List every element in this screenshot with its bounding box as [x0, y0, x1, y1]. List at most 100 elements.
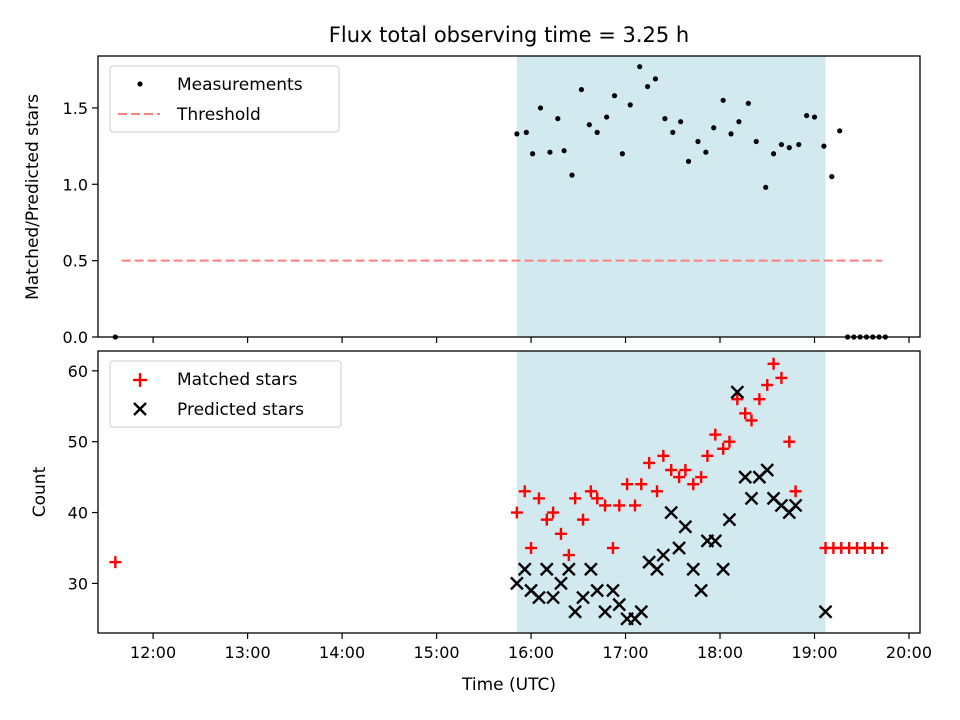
x-axis-label: Time (UTC) [461, 675, 556, 695]
predicted-star-point [510, 576, 524, 591]
x-tick-label: 13:00 [225, 643, 271, 662]
x-tick-label: 16:00 [508, 643, 554, 662]
predicted-star-point [568, 604, 582, 619]
matched-star-point [562, 549, 575, 562]
matched-star-point [109, 556, 122, 569]
measurement-point [804, 112, 810, 119]
measurement-point [586, 122, 592, 128]
matched-star-point [679, 464, 692, 477]
predicted-star-point [678, 519, 693, 534]
predicted-star-point [744, 491, 759, 506]
matched-star-point [687, 478, 700, 491]
y-tick-label: 1.5 [63, 99, 88, 118]
x-tick-label: 12:00 [130, 643, 176, 662]
predicted-star-point [517, 562, 532, 577]
matched-star-point [709, 428, 722, 441]
predicted-star-point [694, 583, 708, 598]
predicted-star-point [576, 590, 590, 605]
matched-star-point [745, 414, 758, 427]
matched-star-point [665, 464, 678, 477]
matched-star-point [739, 407, 752, 420]
top-legend: Measurements Threshold [109, 65, 340, 133]
x-tick-label: 20:00 [886, 643, 932, 662]
matched-star-point [657, 449, 670, 462]
matched-star-point [584, 485, 597, 498]
x-tick-label: 15:00 [414, 643, 460, 662]
measurement-point [720, 97, 726, 103]
x-tick-label: 14:00 [319, 643, 365, 662]
bottom-legend: Matched stars Predicted stars [109, 360, 342, 428]
measurement-point [530, 151, 536, 157]
y-tick-label: 60 [68, 362, 88, 381]
measurement-point [644, 83, 651, 90]
predicted-star-point [730, 385, 745, 399]
measurement-point [728, 131, 734, 137]
matched-star-point [701, 449, 714, 462]
predicted-star-point [561, 562, 576, 577]
measurement-point [678, 119, 684, 125]
predicted-star-point [634, 604, 649, 619]
predicted-star-point [686, 562, 701, 577]
legend-matched-marker [133, 373, 147, 387]
measurement-point [711, 125, 717, 131]
predicted-star-point [656, 548, 671, 562]
x-tick-label: 17:00 [602, 643, 648, 662]
matched-star-point [753, 393, 766, 406]
matched-star-point [775, 371, 788, 384]
measurement-point [604, 114, 610, 120]
matched-star-point [695, 471, 708, 484]
matched-star-point [577, 513, 590, 526]
measurement-point [829, 174, 835, 180]
matched-star-point [876, 541, 889, 554]
top-y-ticks: 0.0 0.5 1.0 1.5 [63, 99, 98, 347]
legend-measurements-label: Measurements [177, 75, 303, 95]
matched-star-point [783, 435, 796, 448]
matched-star-point [789, 485, 802, 498]
matched-star-point [723, 435, 736, 448]
matched-star-point [606, 541, 619, 554]
matched-star-point [532, 492, 545, 505]
matched-star-point [525, 541, 538, 554]
measurement-point [695, 138, 701, 145]
y-tick-label: 0.0 [63, 328, 88, 347]
legend-matched-label: Matched stars [177, 370, 297, 390]
predicted-star-point [590, 583, 605, 598]
predicted-star-point [650, 562, 664, 577]
matched-star-point [599, 499, 612, 512]
predicted-star-point [722, 512, 737, 527]
measurement-point [547, 149, 553, 155]
measurement-point [662, 116, 668, 122]
bottom-points [109, 357, 889, 626]
measurement-point [637, 64, 643, 70]
predicted-star-point [598, 604, 612, 619]
matched-star-point [761, 379, 774, 392]
predicted-star-point [716, 562, 731, 577]
measurement-point [736, 119, 742, 125]
measurement-point [523, 129, 529, 135]
matched-star-point [591, 492, 604, 505]
matched-star-point [635, 478, 648, 491]
y-tick-label: 1.0 [63, 175, 88, 194]
predicted-star-point [606, 583, 620, 598]
top-shaded-interval [516, 56, 826, 337]
measurement-point [811, 114, 818, 120]
measurement-point [555, 116, 561, 122]
matched-star-point [540, 513, 553, 526]
top-points [112, 64, 888, 340]
measurement-point [652, 76, 659, 82]
predicted-star-point [664, 505, 679, 520]
measurement-point [578, 86, 585, 93]
predicted-star-point [584, 562, 598, 577]
measurement-point [594, 129, 600, 135]
bottom-x-ticks: 12:00 13:00 14:00 15:00 16:00 17:00 18:00 19:00… [130, 633, 932, 662]
matched-star-point [628, 499, 641, 512]
measurement-point [611, 93, 618, 99]
legend-predicted-label: Predicted stars [177, 400, 304, 420]
chart-title: Flux total observing time = 3.25 h [329, 23, 689, 47]
predicted-star-point [554, 576, 568, 591]
measurement-point [703, 149, 709, 155]
measurement-point [514, 131, 520, 137]
top-legend-box [109, 65, 340, 133]
measurement-point [837, 128, 843, 134]
